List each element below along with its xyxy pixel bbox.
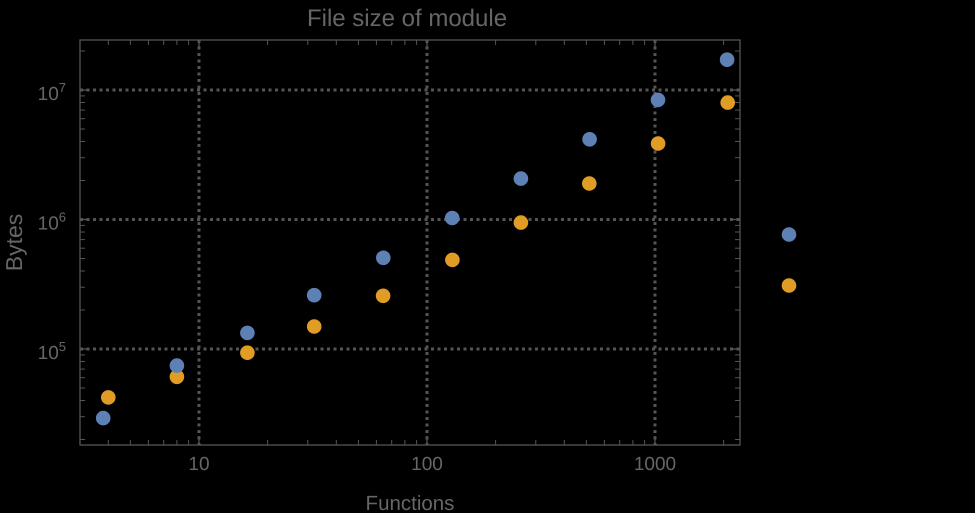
svg-text:File size of module: File size of module	[307, 5, 507, 32]
svg-text:Functions: Functions	[366, 492, 455, 513]
svg-text:Bytes: Bytes	[1, 214, 27, 272]
svg-text:100: 100	[411, 454, 443, 475]
svg-text:10: 10	[188, 454, 209, 475]
svg-text:1000: 1000	[634, 454, 676, 475]
